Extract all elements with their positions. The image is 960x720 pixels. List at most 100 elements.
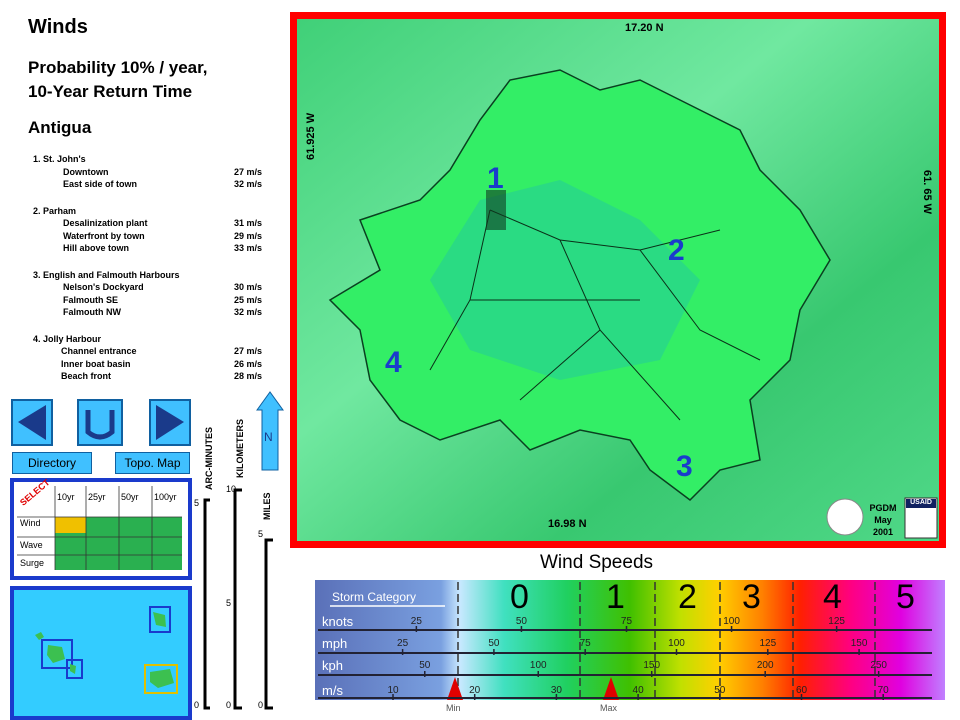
unit-name: mph <box>322 636 348 651</box>
site-value: 31 m/s <box>233 218 262 228</box>
legend-colorbar <box>315 580 945 700</box>
site-name: Desalinization plant <box>63 218 148 228</box>
scale-tick: 5 <box>194 498 200 508</box>
scale-tick: 0 <box>258 700 264 710</box>
credit: PGDM <box>869 503 897 513</box>
town <box>486 190 506 230</box>
unit-tick-label: 200 <box>756 660 774 671</box>
unit-tick-label: 250 <box>870 660 887 671</box>
select-grid <box>17 486 182 570</box>
region: Antigua <box>28 118 92 137</box>
unit-tick-label: 50 <box>488 638 500 649</box>
storm-category: 3 <box>742 578 761 616</box>
site-value: 30 m/s <box>233 282 262 292</box>
lat-north: 17.20 N <box>625 22 664 34</box>
minimap-box <box>41 639 73 669</box>
unit-tick-label: 30 <box>550 685 562 696</box>
unit-tick-label: 75 <box>579 638 591 649</box>
scale-tick: 5 <box>258 529 264 539</box>
site-value: 28 m/s <box>233 371 262 381</box>
location-name: 1. St. John's <box>33 154 86 164</box>
scale-tick: 0 <box>226 700 232 710</box>
site-value: 32 m/s <box>233 179 262 189</box>
select-column: 10yr <box>57 492 75 502</box>
selected-cell[interactable] <box>55 517 86 533</box>
site-name: East side of town <box>63 179 138 189</box>
directory-button[interactable]: Directory <box>12 452 92 474</box>
scale-bars <box>203 488 273 710</box>
unit-tick-label: 25 <box>410 616 422 627</box>
scale-tick: 5 <box>226 598 232 608</box>
lat-south: 16.98 N <box>548 518 587 530</box>
site-name: Channel entrance <box>61 346 137 356</box>
storm-label: Storm Category <box>332 590 417 604</box>
unit-tick-label: 10 <box>387 685 399 696</box>
usaid-band <box>906 499 936 508</box>
title: Winds <box>28 16 88 38</box>
minimap-box <box>149 606 171 633</box>
site-name: Falmouth SE <box>63 294 119 305</box>
select-column: 50yr <box>121 492 139 502</box>
storm-category: 2 <box>678 578 697 616</box>
site-name: Inner boat basin <box>61 358 131 369</box>
map-marker: 4 <box>385 346 402 379</box>
storm-category: 0 <box>510 578 529 616</box>
site-value: 29 m/s <box>233 230 262 241</box>
unit-tick-label: 40 <box>632 685 644 696</box>
min-label: Min <box>446 703 461 713</box>
roads <box>429 209 761 421</box>
site-name: Beach front <box>61 371 112 381</box>
lon-east: 61. 65 W <box>921 170 933 215</box>
scale-label: KILOMETERS <box>235 418 245 478</box>
unit-tick-label: 150 <box>850 638 868 649</box>
select-row: Wave <box>20 540 43 550</box>
unit-tick-label: 50 <box>515 616 527 627</box>
unit-tick-label: 70 <box>877 685 889 696</box>
location-name: 2. Parham <box>33 205 77 216</box>
site-name: Falmouth NW <box>63 307 121 317</box>
max-label: Max <box>600 703 618 713</box>
site-value: 27 m/s <box>233 166 262 177</box>
unit-name: m/s <box>322 683 343 698</box>
minimap-islands <box>35 612 174 688</box>
unit-tick-label: 75 <box>620 616 633 627</box>
location-name: 4. Jolly Harbour <box>33 333 102 344</box>
site-value: 33 m/s <box>233 243 262 253</box>
unit-tick-label: 125 <box>828 616 845 627</box>
select-column: 100yr <box>154 492 177 502</box>
minimap-box-selected <box>144 664 178 694</box>
scale-label: ARC-MINUTES <box>204 427 214 490</box>
unit-tick-label: 100 <box>723 616 740 627</box>
site-name: Downtown <box>63 166 109 177</box>
oas-logo <box>826 498 864 536</box>
forward-arrow <box>156 405 184 440</box>
unit-tick-label: 25 <box>397 638 409 649</box>
subtitle: Probability 10% / year, <box>28 58 208 77</box>
lon-west: 61.925 W <box>305 112 317 160</box>
min-marker <box>447 677 463 700</box>
unit-name: kph <box>322 658 343 673</box>
scale-label: MILES <box>262 492 272 520</box>
unit-tick-label: 100 <box>529 660 547 671</box>
credit: 2001 <box>872 527 894 537</box>
unit-tick-label: 100 <box>668 638 685 649</box>
site-value: 25 m/s <box>233 294 262 305</box>
usaid: USAID <box>910 499 932 506</box>
north-arrow <box>256 391 284 471</box>
unit-tick-label: 125 <box>759 638 777 649</box>
legend-title: Wind Speeds <box>540 552 654 573</box>
site-name: Hill above town <box>63 243 130 253</box>
storm-category: 4 <box>823 578 842 616</box>
return-arrow <box>85 410 115 440</box>
select-column: 25yr <box>88 492 106 502</box>
site-name: Nelson's Dockyard <box>63 282 144 292</box>
site-value: 27 m/s <box>233 346 262 356</box>
minimap-box <box>66 659 83 679</box>
site-value: 26 m/s <box>233 358 262 369</box>
select-row: Surge <box>20 558 45 568</box>
topo-button[interactable]: Topo. Map <box>115 452 190 474</box>
credit: May <box>874 515 892 525</box>
subtitle: 10-Year Return Time <box>28 82 193 101</box>
